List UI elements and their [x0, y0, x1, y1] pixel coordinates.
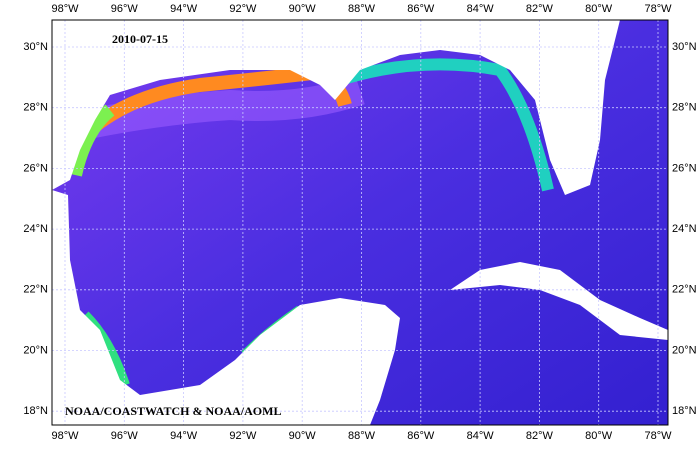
latitude-label: 24°N	[23, 223, 48, 235]
latitude-label: 28°N	[23, 102, 48, 114]
longitude-label: 86°W	[407, 430, 435, 442]
latitude-label: 26°N	[23, 162, 48, 174]
longitude-label: 80°W	[585, 3, 613, 15]
coastal-bloom	[338, 58, 554, 192]
longitude-label: 88°W	[348, 3, 376, 15]
longitude-label: 94°W	[170, 3, 198, 15]
longitude-label: 88°W	[348, 430, 376, 442]
latitude-label: 22°N	[672, 284, 697, 296]
date-label: 2010-07-15	[112, 32, 168, 46]
longitude-label: 96°W	[111, 430, 139, 442]
longitude-label: 78°W	[644, 430, 672, 442]
latitude-label: 28°N	[672, 102, 697, 114]
longitude-label: 94°W	[170, 430, 198, 442]
longitude-label: 92°W	[229, 3, 257, 15]
longitude-label: 84°W	[467, 430, 495, 442]
longitude-label: 90°W	[289, 430, 317, 442]
land	[450, 262, 668, 340]
latitude-label: 18°N	[672, 405, 697, 417]
land	[52, 20, 620, 195]
longitude-label: 98°W	[51, 3, 79, 15]
latitude-label: 30°N	[23, 41, 48, 53]
latitude-label: 22°N	[23, 284, 48, 296]
longitude-label: 84°W	[467, 3, 495, 15]
longitude-label: 90°W	[289, 3, 317, 15]
latitude-label: 26°N	[672, 162, 697, 174]
longitude-label: 82°W	[526, 430, 554, 442]
longitude-label: 98°W	[51, 430, 79, 442]
longitude-label: 96°W	[111, 3, 139, 15]
latitude-label: 30°N	[672, 41, 697, 53]
longitude-label: 78°W	[644, 3, 672, 15]
longitude-label: 80°W	[585, 430, 613, 442]
latitude-label: 20°N	[672, 344, 697, 356]
coastal-bloom	[68, 104, 115, 177]
latitude-label: 24°N	[672, 223, 697, 235]
map-frame	[51, 19, 669, 426]
credit-label: NOAA/COASTWATCH & NOAA/AOML	[65, 404, 281, 418]
latitude-label: 20°N	[23, 344, 48, 356]
longitude-label: 86°W	[407, 3, 435, 15]
latitude-label: 18°N	[23, 405, 48, 417]
longitude-label: 92°W	[229, 430, 257, 442]
land	[52, 190, 400, 425]
longitude-label: 82°W	[526, 3, 554, 15]
